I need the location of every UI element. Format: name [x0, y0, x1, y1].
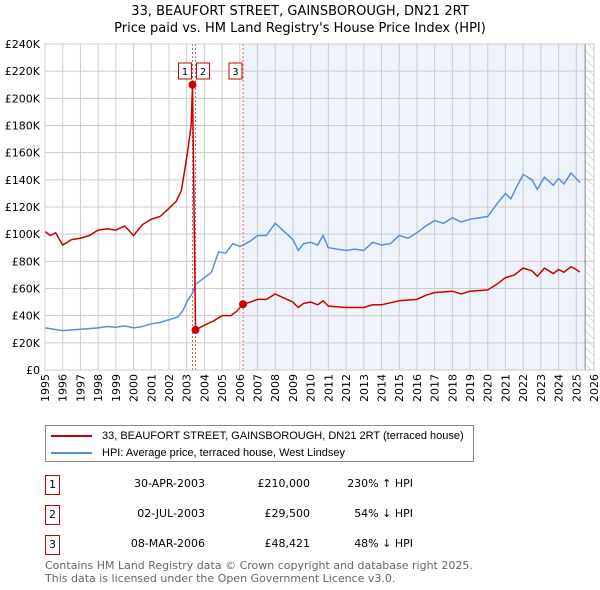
legend-label: HPI: Average price, terraced house, West…	[102, 447, 345, 459]
sale-label-box	[196, 62, 211, 80]
x-tick-label: 2001	[145, 374, 158, 402]
property-line	[44, 84, 581, 332]
y-tick-label: £120K	[5, 201, 41, 214]
title-line-1: 33, BEAUFORT STREET, GAINSBOROUGH, DN21 …	[131, 4, 469, 19]
x-tick-label: 1996	[57, 374, 70, 402]
price: £210,000	[257, 477, 311, 490]
hpi-line	[44, 171, 581, 332]
x-tick-label: 2024	[553, 374, 566, 402]
legend: 33, BEAUFORT STREET, GAINSBOROUGH, DN21 …	[45, 425, 474, 462]
price: £48,421	[264, 537, 311, 550]
x-tick-label: 2012	[340, 374, 353, 402]
marker-badge: 2	[45, 505, 60, 525]
y-tick-label: £140K	[5, 174, 41, 187]
x-tick-label: 1995	[39, 374, 52, 402]
y-tick-label: £20K	[12, 337, 41, 350]
x-tick-label: 2022	[517, 374, 530, 402]
x-tick-label: 2019	[464, 374, 477, 402]
footer-licence: This data is licensed under the Open Gov…	[45, 572, 396, 585]
sale-label: 1	[182, 67, 188, 78]
transaction-row: 2 02-JUL-2003 £29,500 54% ↓ HPI	[45, 505, 465, 525]
x-tick-label: 2003	[181, 374, 194, 402]
x-tick-label: 1997	[74, 374, 87, 402]
footer: Contains HM Land Registry data © Crown c…	[45, 559, 473, 585]
x-tick-label: 2000	[128, 374, 141, 402]
x-tick-label: 2018	[446, 374, 459, 402]
y-tick-label: £180K	[5, 120, 41, 133]
hpi-diff: 54% ↓ HPI	[354, 507, 413, 520]
legend-item-property: 33, BEAUFORT STREET, GAINSBOROUGH, DN21 …	[51, 428, 464, 444]
y-tick-label: £220K	[5, 65, 41, 78]
x-tick-label: 2016	[411, 374, 424, 402]
date: 08-MAR-2006	[130, 537, 205, 550]
sale-point	[238, 300, 247, 309]
legend-swatch-hpi	[51, 452, 92, 454]
price: £29,500	[264, 507, 311, 520]
y-tick-label: £60K	[12, 283, 41, 296]
x-tick-label: 2023	[535, 374, 548, 402]
transaction-row: 1 30-APR-2003 £210,000 230% ↑ HPI	[45, 475, 465, 495]
marker-badge: 1	[45, 475, 60, 495]
sale-point	[191, 325, 200, 334]
x-tick-label: 1999	[110, 374, 123, 402]
hpi-diff: 230% ↑ HPI	[347, 477, 413, 490]
x-tick-label: 2004	[198, 374, 211, 402]
sale-label: 2	[200, 67, 206, 78]
sale-point	[188, 80, 197, 89]
x-tick-label: 2026	[588, 374, 600, 402]
legend-swatch-property	[51, 435, 92, 437]
x-tick-label: 2009	[287, 374, 300, 402]
date: 02-JUL-2003	[137, 507, 205, 520]
y-tick-label: £40K	[12, 310, 41, 323]
y-tick-label: £100K	[5, 228, 41, 241]
x-tick-label: 2013	[358, 374, 371, 402]
hpi-diff: 48% ↓ HPI	[354, 537, 413, 550]
price-chart: 1995 1996 1997 1998 1999 2000 2001 2002 2003 2004…	[5, 38, 600, 402]
title-line-2: Price paid vs. HM Land Registry's House …	[114, 21, 486, 36]
x-tick-label: 2021	[499, 374, 512, 402]
x-tick-label: 2005	[216, 374, 229, 402]
legend-label: 33, BEAUFORT STREET, GAINSBOROUGH, DN21 …	[102, 430, 464, 442]
x-tick-label: 2020	[482, 374, 495, 402]
x-tick-label: 2025	[570, 374, 583, 402]
transaction-row: 3 08-MAR-2006 £48,421 48% ↓ HPI	[45, 535, 465, 555]
x-tick-label: 2008	[269, 374, 282, 402]
sale-label-box	[228, 62, 243, 80]
y-tick-label: £80K	[12, 255, 41, 268]
legend-item-hpi: HPI: Average price, terraced house, West…	[51, 445, 345, 461]
marker-badge: 3	[45, 535, 60, 555]
x-tick-label: 2002	[163, 374, 176, 402]
y-tick-label: £0	[26, 364, 40, 377]
x-tick-label: 2007	[252, 374, 265, 402]
x-tick-label: 2014	[375, 374, 388, 402]
plot-border	[44, 43, 595, 371]
x-tick-label: 2006	[234, 374, 247, 402]
y-tick-label: £160K	[5, 147, 41, 160]
x-tick-label: 2010	[305, 374, 318, 402]
sale-label: 3	[232, 67, 238, 78]
x-tick-label: 2011	[322, 374, 335, 402]
y-tick-label: £200K	[5, 92, 41, 105]
chart-title: 33, BEAUFORT STREET, GAINSBOROUGH, DN21 …	[0, 3, 600, 37]
y-tick-label: £240K	[5, 38, 41, 51]
x-tick-label: 1998	[92, 374, 105, 402]
sale-label-box	[178, 62, 193, 80]
footer-copyright: Contains HM Land Registry data © Crown c…	[45, 559, 473, 572]
x-tick-label: 2015	[393, 374, 406, 402]
x-tick-label: 2017	[429, 374, 442, 402]
date: 30-APR-2003	[133, 477, 205, 490]
